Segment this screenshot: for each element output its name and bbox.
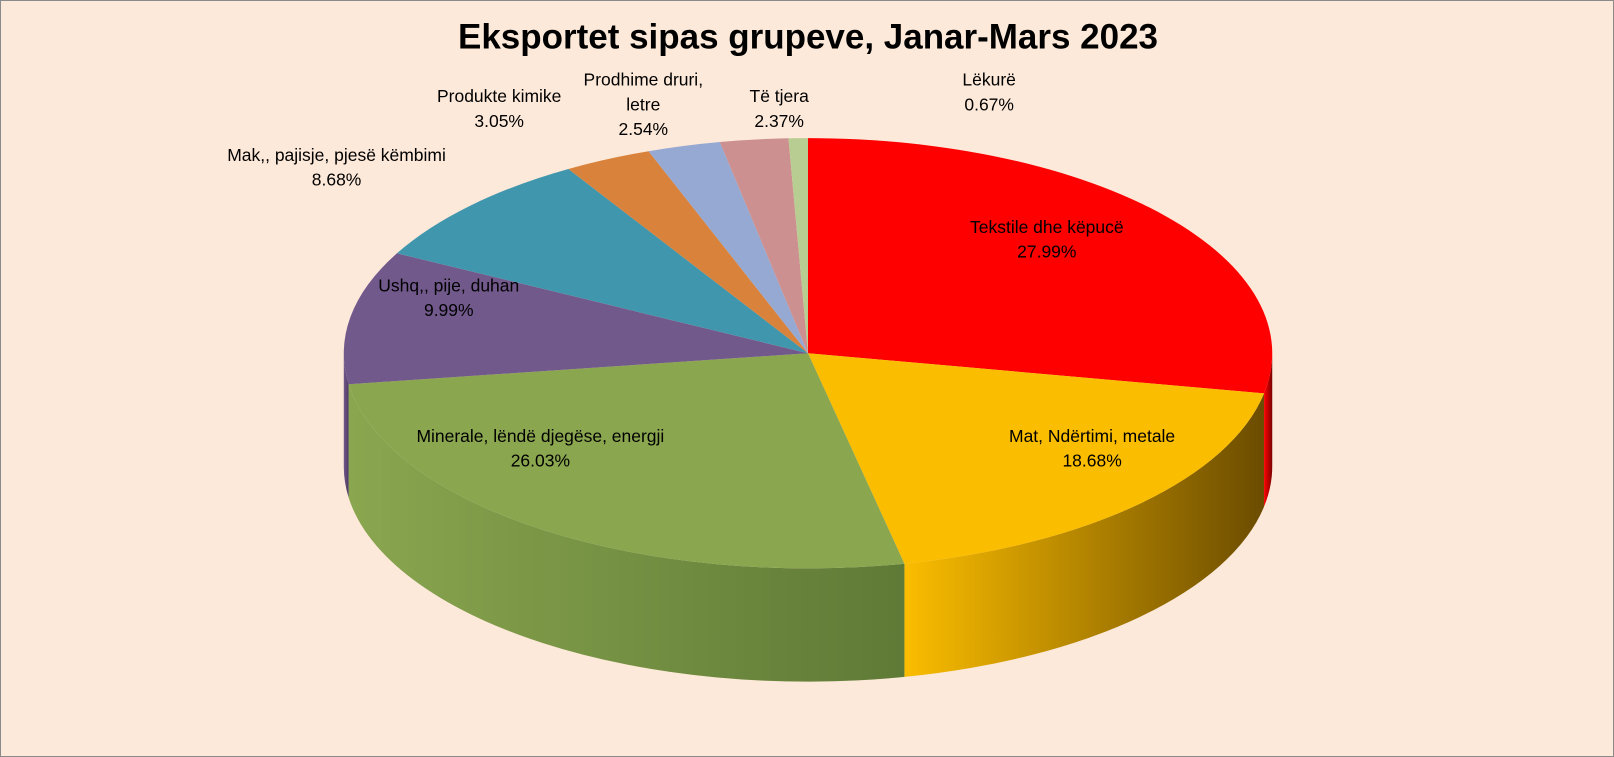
pie-slice[interactable]: [719, 138, 808, 354]
data-label-category: Ushq,, pije, duhan: [378, 275, 519, 295]
data-label: Tekstile dhe këpucë 27.99%: [970, 217, 1124, 262]
pie-slice[interactable]: [343, 253, 808, 385]
data-label: Lëkurë 0.67%: [962, 70, 1015, 115]
data-label-category: Të tjera: [750, 86, 810, 106]
data-label: Të tjera 2.37%: [750, 86, 810, 131]
data-label: Mat, Ndërtimi, metale 18.68%: [1009, 426, 1175, 471]
pie-slice[interactable]: [348, 353, 905, 569]
data-label-category: Produkte kimike: [437, 86, 561, 106]
pie-slice[interactable]: [396, 168, 808, 354]
data-label: Prodhime druri, letre 2.54%: [584, 70, 704, 139]
data-label-value: 26.03%: [511, 450, 570, 470]
chart-title: Eksportet sipas grupeve, Janar-Mars 2023: [458, 18, 1158, 57]
data-label: Mak,, pajisje, pjesë këmbimi 8.68%: [227, 145, 446, 190]
data-label-category: Mat, Ndërtimi, metale: [1009, 426, 1175, 446]
data-label-value: 2.54%: [619, 119, 669, 139]
data-label-value: 27.99%: [1017, 242, 1076, 262]
data-label-value: 9.99%: [424, 300, 474, 320]
data-label-category: letre: [626, 94, 660, 114]
data-label-category: Lëkurë: [962, 70, 1015, 90]
pie-side-3: [343, 353, 349, 498]
data-label-category: Prodhime druri,: [584, 70, 704, 90]
data-label-category: Tekstile dhe këpucë: [970, 217, 1124, 237]
pie-slice[interactable]: [568, 151, 808, 354]
data-label: Minerale, lëndë djegëse, energji 26.03%: [416, 426, 664, 471]
pie-slice[interactable]: [788, 138, 808, 354]
data-label-category: Minerale, lëndë djegëse, energji: [416, 426, 664, 446]
pie-slice[interactable]: [808, 138, 1273, 394]
data-label-value: 8.68%: [312, 169, 362, 189]
data-label-value: 0.67%: [964, 94, 1014, 114]
data-label-category: Mak,, pajisje, pjesë këmbimi: [227, 145, 446, 165]
pie-slice[interactable]: [808, 353, 1265, 564]
pie-side-0: [1264, 353, 1273, 507]
data-label: Produkte kimike 3.05%: [437, 86, 561, 131]
pie-side-2: [348, 384, 905, 682]
pie-slice[interactable]: [648, 142, 808, 354]
data-label-value: 2.37%: [754, 111, 804, 131]
data-label: Ushq,, pije, duhan 9.99%: [378, 275, 519, 320]
pie-side-1: [904, 393, 1265, 677]
data-label-value: 3.05%: [474, 111, 524, 131]
data-label-value: 18.68%: [1062, 450, 1121, 470]
